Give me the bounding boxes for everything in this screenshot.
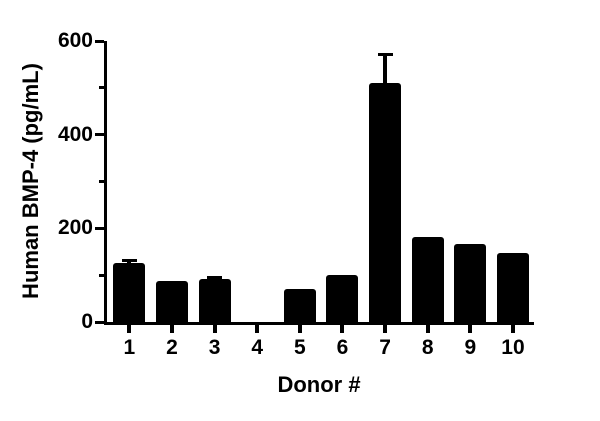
y-tick-minor: [99, 86, 104, 90]
y-tick-major: [95, 320, 104, 324]
y-axis-line: [104, 41, 107, 325]
x-tick-label: 9: [464, 336, 477, 359]
x-tick: [169, 322, 174, 333]
error-bar-stem: [212, 276, 217, 284]
bar: [113, 263, 146, 322]
x-tick: [212, 322, 217, 333]
bar: [326, 274, 359, 322]
bar: [283, 288, 316, 322]
x-tick-label: 10: [501, 336, 525, 359]
y-tick-major: [95, 133, 104, 137]
y-tick-major: [95, 39, 104, 43]
x-tick: [127, 322, 132, 333]
error-bar-cap: [121, 259, 137, 263]
error-bar-stem: [383, 53, 388, 88]
x-axis-title: Donor #: [277, 372, 361, 397]
x-tick-label: 1: [123, 336, 136, 359]
x-tick: [340, 322, 345, 333]
error-bar-cap: [207, 276, 223, 280]
x-tick-label: 5: [293, 336, 306, 359]
y-tick-label: 0: [81, 310, 93, 333]
bar: [369, 83, 402, 322]
y-tick-label: 600: [57, 29, 93, 52]
x-tick: [510, 322, 515, 333]
bar: [155, 281, 188, 322]
x-tick-label: 6: [336, 336, 349, 359]
x-tick-label: 3: [208, 336, 221, 359]
bar: [454, 243, 487, 322]
x-tick-label: 2: [166, 336, 178, 359]
x-tick: [297, 322, 302, 333]
x-tick: [468, 322, 473, 333]
x-tick-label: 4: [251, 336, 264, 359]
y-tick-label: 200: [57, 216, 93, 240]
x-tick: [425, 322, 430, 333]
x-tick-label: 8: [421, 336, 434, 359]
y-tick-label: 400: [57, 122, 93, 146]
x-tick: [383, 322, 388, 333]
bar: [496, 252, 529, 322]
y-tick-major: [95, 226, 104, 230]
y-tick-minor: [99, 180, 104, 183]
error-bar-stem: [127, 259, 132, 268]
bar: [411, 237, 444, 322]
error-bar-cap: [377, 53, 393, 57]
x-tick-label: 7: [379, 336, 391, 359]
x-tick: [255, 322, 260, 333]
y-tick-minor: [99, 273, 104, 277]
bar: [198, 279, 231, 322]
x-axis-line: [104, 322, 534, 325]
